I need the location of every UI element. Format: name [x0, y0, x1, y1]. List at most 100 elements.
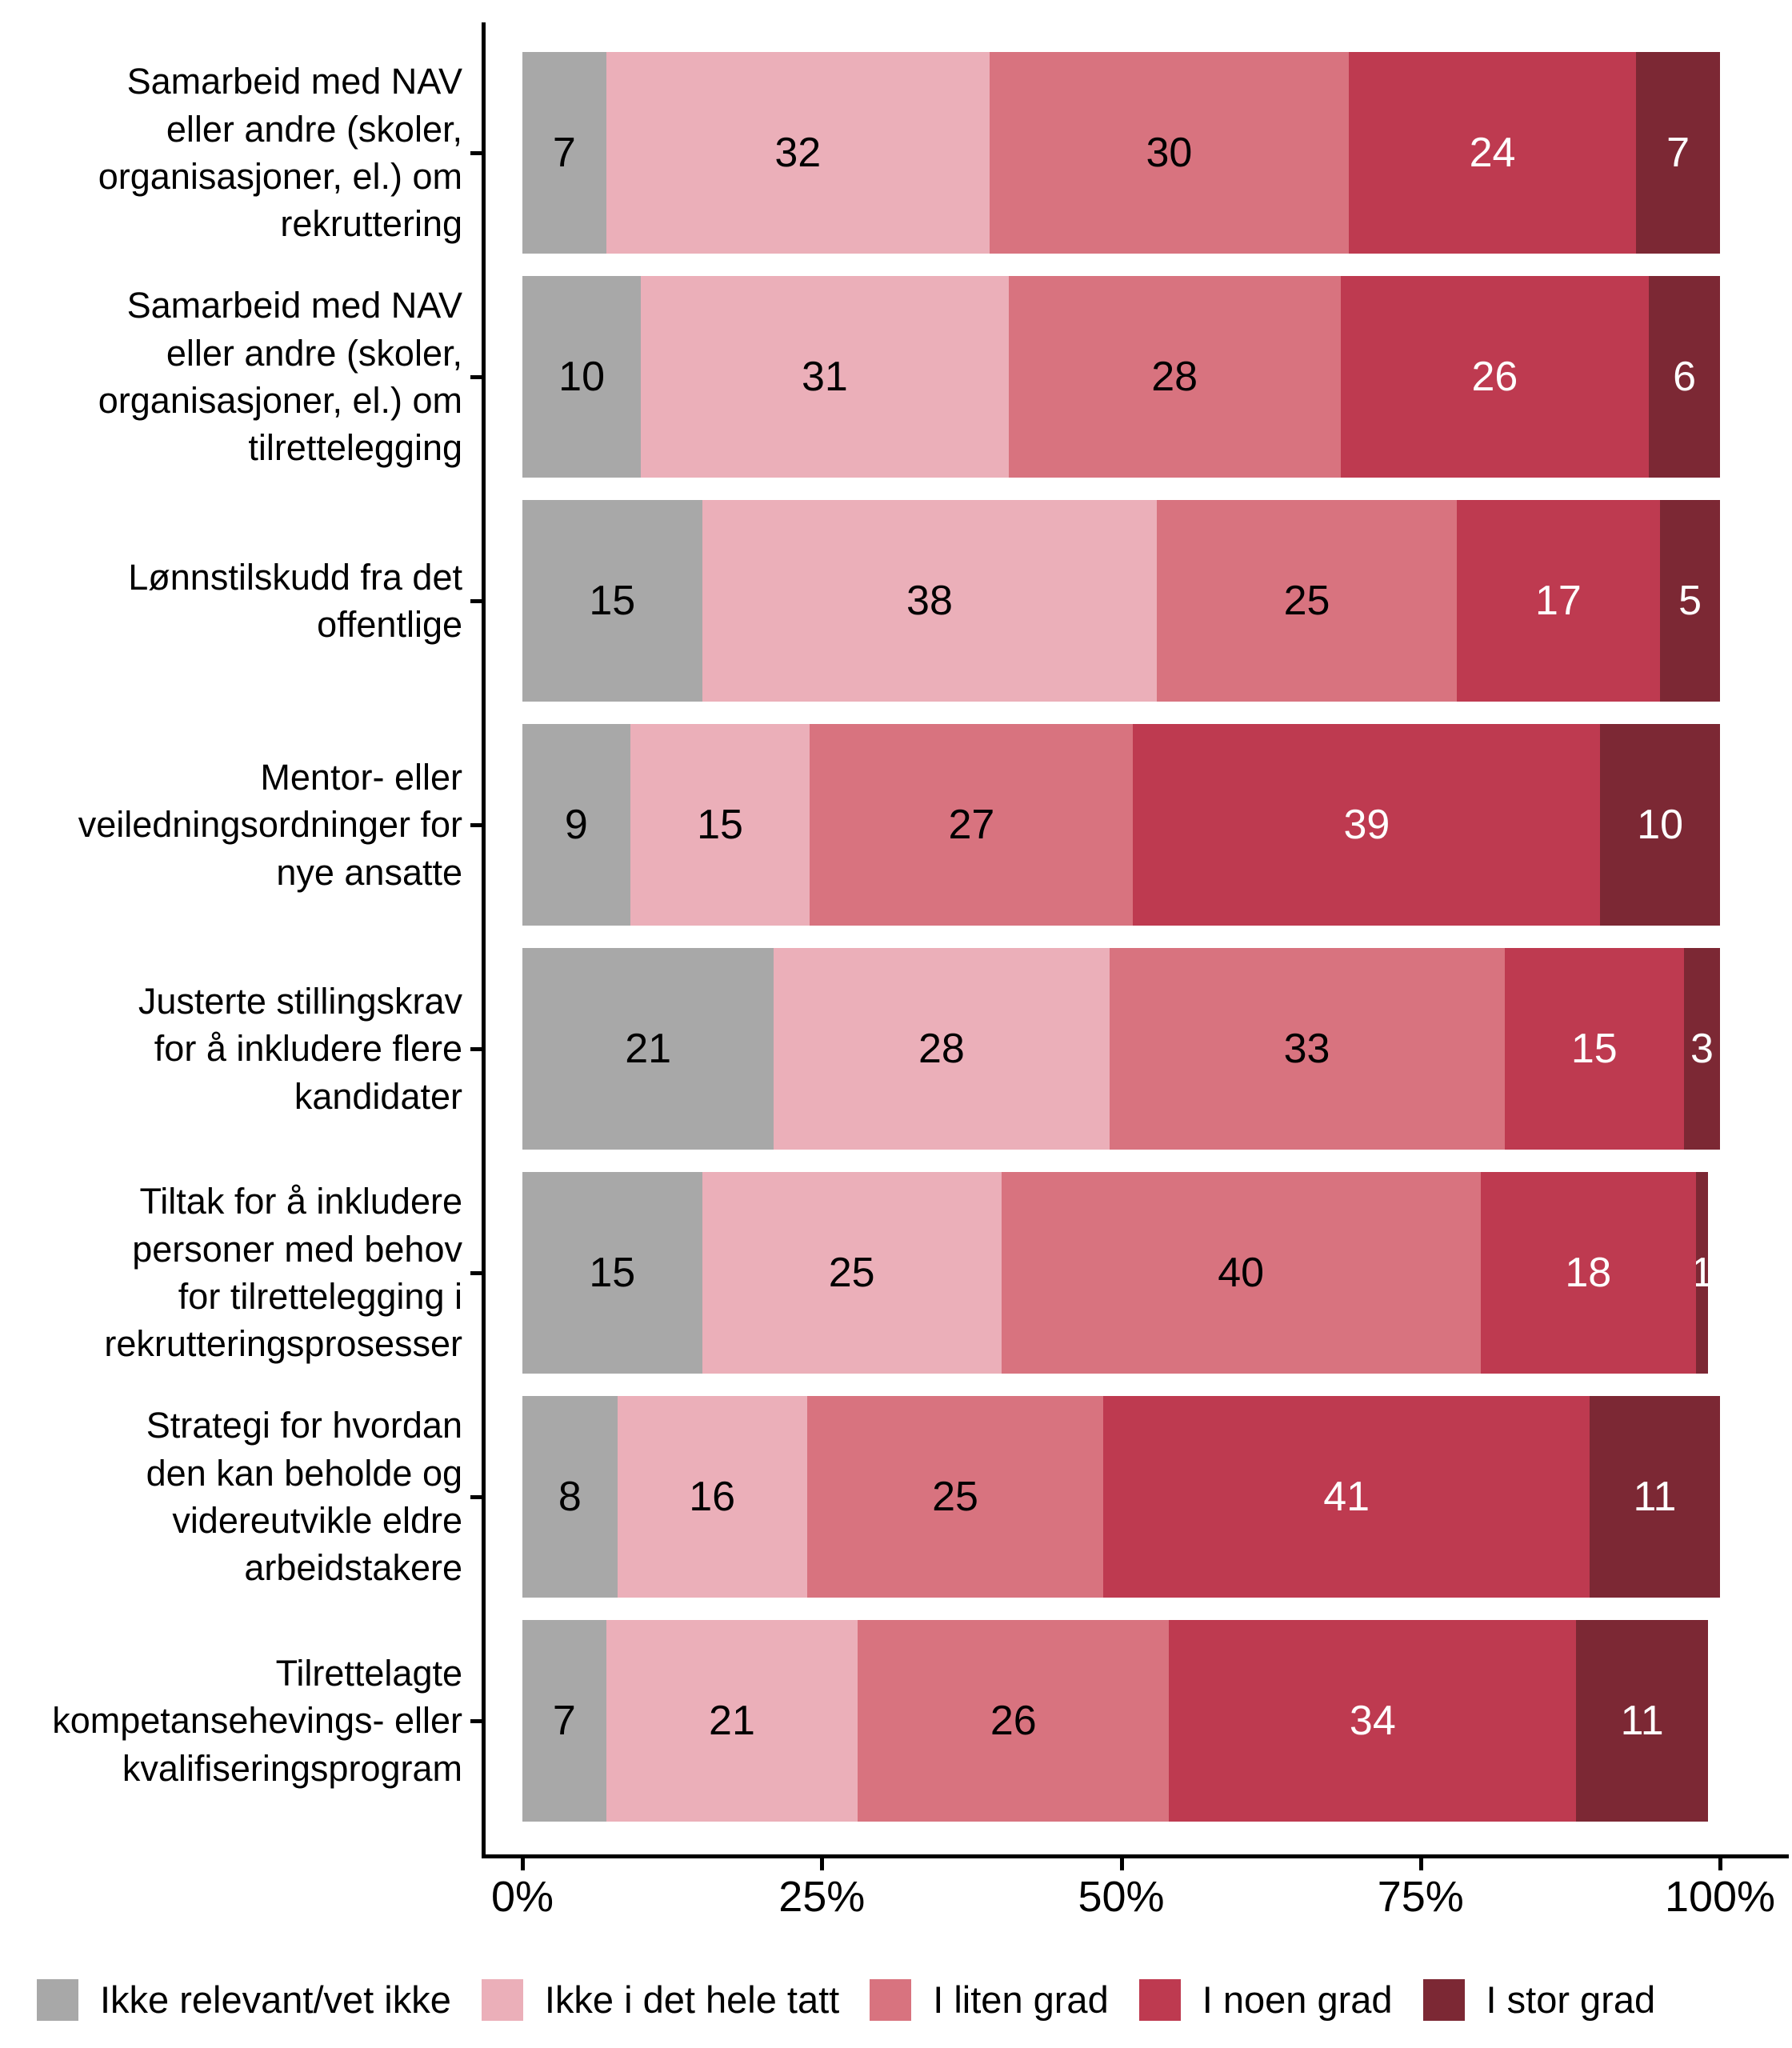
bar-row: 15 25 40 18 1 [522, 1172, 1720, 1374]
y-axis-tick-mark [470, 151, 482, 155]
bar-value-label: 21 [625, 1026, 672, 1072]
bar-segment: 31 [641, 276, 1009, 478]
bar-value-label: 33 [1283, 1026, 1330, 1072]
y-axis-tick-mark [470, 1271, 482, 1275]
bar-segment: 15 [522, 500, 702, 702]
bar-segment: 39 [1133, 724, 1601, 926]
bar-value-label: 11 [1633, 1474, 1677, 1520]
x-axis-tick-label: 0% [490, 1873, 554, 1921]
bar-segment: 6 [1649, 276, 1720, 478]
bar-value-label: 28 [918, 1026, 965, 1072]
bar-segment: 5 [1660, 500, 1720, 702]
bar-segment: 8 [522, 1396, 618, 1598]
bar-value-label: 5 [1678, 578, 1702, 624]
bar-segment: 9 [522, 724, 630, 926]
bar-value-label: 9 [564, 802, 588, 848]
x-axis-tick-mark [1718, 1858, 1722, 1870]
y-axis-line [482, 22, 486, 1858]
bar-segment: 15 [522, 1172, 702, 1374]
bar-value-label: 40 [1218, 1250, 1265, 1296]
bar-value-label: 6 [1673, 354, 1696, 400]
bar-segment: 11 [1576, 1620, 1708, 1822]
bar-value-label: 1 [1696, 1250, 1709, 1296]
x-axis-line [482, 1854, 1789, 1858]
bar-segment: 38 [702, 500, 1158, 702]
bar-value-label: 26 [1471, 354, 1518, 400]
bar-segment: 26 [1340, 276, 1650, 478]
bar-segment: 25 [1157, 500, 1457, 702]
legend-item: I stor grad [1422, 1978, 1655, 2022]
legend-swatch [1422, 1978, 1465, 2021]
x-axis-tick-mark [521, 1858, 525, 1870]
legend-swatch [870, 1978, 912, 2021]
bar-value-label: 38 [906, 578, 953, 624]
legend-label: Ikke i det hele tatt [544, 1978, 840, 2021]
legend-item: I liten grad [870, 1978, 1109, 2022]
bar-segment: 41 [1103, 1396, 1590, 1598]
bar-segment: 11 [1589, 1396, 1720, 1598]
y-axis-tick-mark [470, 375, 482, 379]
legend-label: I noen grad [1202, 1978, 1393, 2021]
bar-segment: 10 [1600, 724, 1720, 926]
bar-value-label: 25 [932, 1474, 978, 1520]
bar-segment: 15 [1504, 948, 1685, 1150]
bar-segment: 10 [522, 276, 642, 478]
bar-value-label: 25 [828, 1250, 875, 1296]
category-label: Tiltak for å inkludere personer med beho… [104, 1181, 462, 1365]
bar-value-label: 3 [1690, 1026, 1714, 1072]
bar-row: 7 32 30 24 7 [522, 52, 1720, 254]
bar-row: 15 38 25 17 5 [522, 500, 1720, 702]
bar-value-label: 21 [709, 1698, 755, 1744]
bar-segment: 18 [1480, 1172, 1697, 1374]
bar-value-label: 8 [558, 1474, 582, 1520]
bar-value-label: 7 [552, 130, 576, 176]
bar-segment: 7 [1636, 52, 1720, 254]
y-axis-tick-mark [470, 823, 482, 827]
bar-value-label: 10 [558, 354, 606, 400]
bar-segment: 28 [774, 948, 1110, 1150]
legend-swatch [37, 1978, 78, 2021]
y-axis-tick-mark [470, 599, 482, 603]
y-axis-tick-mark [470, 1719, 482, 1723]
bar-value-label: 39 [1343, 802, 1390, 848]
bar-segment: 26 [858, 1620, 1170, 1822]
bar-value-label: 15 [697, 802, 743, 848]
bar-segment: 16 [617, 1396, 807, 1598]
bar-segment: 15 [630, 724, 810, 926]
bar-segment: 21 [606, 1620, 858, 1822]
bar-segment: 25 [702, 1172, 1002, 1374]
bar-value-label: 16 [689, 1474, 736, 1520]
bar-segment: 7 [522, 52, 606, 254]
category-label: Strategi for hvordan den kan beholde og … [146, 1405, 462, 1589]
x-axis-tick-label: 25% [778, 1873, 866, 1921]
bar-segment: 40 [1001, 1172, 1481, 1374]
bar-value-label: 17 [1534, 578, 1582, 624]
bar-segment: 3 [1684, 948, 1720, 1150]
bar-value-label: 24 [1469, 130, 1516, 176]
x-axis-tick-mark [1119, 1858, 1124, 1870]
bar-segment: 30 [989, 52, 1349, 254]
bar-value-label: 31 [802, 354, 848, 400]
bar-value-label: 15 [1570, 1026, 1618, 1072]
legend-swatch [1138, 1978, 1181, 2021]
bar-segment: 32 [606, 52, 990, 254]
bar-row: 21 28 33 15 3 [522, 948, 1720, 1150]
bar-value-label: 7 [552, 1698, 576, 1744]
bar-row: 9 15 27 39 10 [522, 724, 1720, 926]
x-axis-tick-mark [1418, 1858, 1423, 1870]
bar-value-label: 7 [1666, 130, 1690, 176]
x-axis-tick-mark [820, 1858, 825, 1870]
category-label: Samarbeid med NAV eller andre (skoler, o… [98, 285, 462, 469]
bar-value-label: 11 [1620, 1698, 1664, 1744]
bar-value-label: 27 [948, 802, 995, 848]
y-axis-tick-mark [470, 1495, 482, 1499]
x-axis-tick-label: 100% [1664, 1873, 1776, 1921]
category-label: Justerte stillingskrav for å inkludere f… [138, 980, 462, 1117]
legend-item: Ikke relevant/vet ikke [37, 1978, 451, 2022]
bar-row: 7 21 26 34 11 [522, 1620, 1720, 1822]
x-axis-tick-label: 75% [1377, 1873, 1464, 1921]
bar-value-label: 32 [774, 130, 822, 176]
bar-value-label: 25 [1283, 578, 1330, 624]
bar-segment: 1 [1696, 1172, 1709, 1374]
legend: Ikke relevant/vet ikke Ikke i det hele ta… [37, 1978, 1765, 2022]
